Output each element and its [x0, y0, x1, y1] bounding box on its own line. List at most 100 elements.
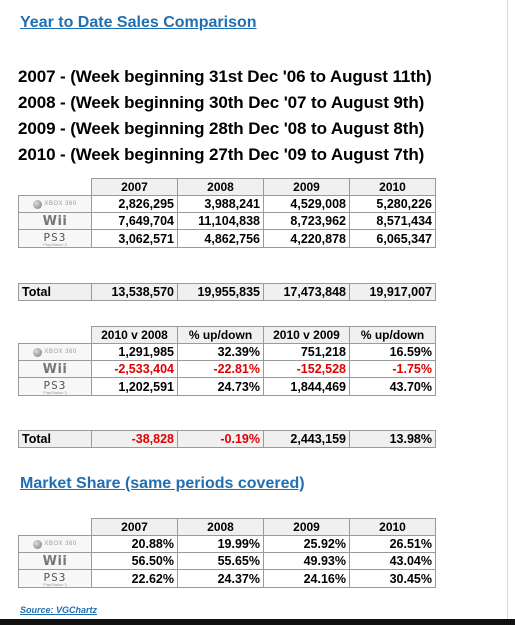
sales-header-row: 2007 2008 2009 2010: [19, 178, 436, 196]
table-cell: -152,528: [263, 360, 350, 378]
table-cell: -1.75%: [349, 360, 436, 378]
page-edge-divider: [507, 0, 508, 619]
table-cell: 1,844,469: [263, 377, 350, 396]
period-list: 2007 - (Week beginning 31st Dec '06 to A…: [18, 64, 432, 168]
sales-header-cell: 2010: [349, 178, 436, 196]
total-cell: 17,473,848: [263, 283, 350, 301]
period-2007: 2007 - (Week beginning 31st Dec '06 to A…: [18, 67, 432, 86]
change-row-wii: Wii -2,533,404 -22.81% -152,528 -1.75%: [18, 360, 436, 378]
table-cell: 24.73%: [177, 377, 264, 396]
change-header-cell: 2010 v 2008: [91, 326, 178, 344]
change-header-row: 2010 v 2008 % up/down 2010 v 2009 % up/d…: [19, 326, 436, 344]
period-2008: 2008 - (Week beginning 30th Dec '07 to A…: [18, 93, 425, 112]
table-cell: 2,826,295: [91, 195, 178, 213]
share-header-cell: 2009: [263, 518, 350, 536]
ps3-logo: PS3 PlayStation 3: [18, 377, 92, 396]
change-header-cell: % up/down: [177, 326, 264, 344]
corner-cell: [19, 327, 92, 344]
table-cell: 4,220,878: [263, 229, 350, 248]
table-cell: 751,218: [263, 343, 350, 361]
table-cell: 49.93%: [263, 552, 350, 570]
ps3-logo: PS3 PlayStation 3: [18, 569, 92, 588]
table-cell: 25.92%: [263, 535, 350, 553]
xbox-orb-icon: [33, 199, 43, 209]
total-cell: 13,538,570: [91, 283, 178, 301]
change-total-table: Total -38,828 -0.19% 2,443,159 13.98%: [18, 430, 436, 448]
total-label: Total: [18, 283, 92, 301]
share-header-cell: 2008: [177, 518, 264, 536]
period-2010: 2010 - (Week beginning 27th Dec '09 to A…: [18, 145, 425, 164]
source-link[interactable]: Source: VGChartz: [20, 605, 98, 615]
change-table: 2010 v 2008 % up/down 2010 v 2009 % up/d…: [18, 326, 436, 396]
table-cell: 20.88%: [91, 535, 178, 553]
table-cell: 7,649,704: [91, 212, 178, 230]
table-cell: 1,202,591: [91, 377, 178, 396]
sales-header-cell: 2009: [263, 178, 350, 196]
wii-logo: Wii: [18, 212, 92, 230]
table-cell: 43.70%: [349, 377, 436, 396]
total-cell: -38,828: [91, 430, 178, 448]
sales-row-xbox360: XBOX 360 2,826,295 3,988,241 4,529,008 5…: [18, 195, 436, 213]
total-label: Total: [18, 430, 92, 448]
table-cell: 24.16%: [263, 569, 350, 588]
table-cell: 11,104,838: [177, 212, 264, 230]
corner-cell: [19, 519, 92, 536]
change-header-cell: 2010 v 2009: [263, 326, 350, 344]
change-total-row: Total -38,828 -0.19% 2,443,159 13.98%: [18, 430, 436, 448]
share-header-row: 2007 2008 2009 2010: [19, 518, 436, 536]
xbox-360-logo: XBOX 360: [18, 343, 92, 361]
table-cell: -2,533,404: [91, 360, 178, 378]
table-cell: 1,291,985: [91, 343, 178, 361]
xbox-360-logo: XBOX 360: [18, 535, 92, 553]
change-row-xbox360: XBOX 360 1,291,985 32.39% 751,218 16.59%: [18, 343, 436, 361]
sales-total-table: Total 13,538,570 19,955,835 17,473,848 1…: [18, 283, 436, 301]
table-cell: 22.62%: [91, 569, 178, 588]
share-row-wii: Wii 56.50% 55.65% 49.93% 43.04%: [18, 552, 436, 570]
sales-header-cell: 2008: [177, 178, 264, 196]
table-cell: -22.81%: [177, 360, 264, 378]
sales-header-cell: 2007: [91, 178, 178, 196]
table-cell: 6,065,347: [349, 229, 436, 248]
ps3-logo: PS3 PlayStation 3: [18, 229, 92, 248]
table-cell: 4,862,756: [177, 229, 264, 248]
table-cell: 4,529,008: [263, 195, 350, 213]
market-share-title: Market Share (same periods covered): [20, 475, 305, 492]
table-cell: 55.65%: [177, 552, 264, 570]
table-cell: 3,988,241: [177, 195, 264, 213]
share-header-cell: 2007: [91, 518, 178, 536]
total-cell: 2,443,159: [263, 430, 350, 448]
table-cell: 16.59%: [349, 343, 436, 361]
table-cell: 5,280,226: [349, 195, 436, 213]
total-cell: 19,917,007: [349, 283, 436, 301]
total-cell: -0.19%: [177, 430, 264, 448]
xbox-orb-icon: [33, 347, 43, 357]
bottom-bar: [0, 619, 515, 625]
period-2009: 2009 - (Week beginning 28th Dec '08 to A…: [18, 119, 425, 138]
table-cell: 24.37%: [177, 569, 264, 588]
table-cell: 43.04%: [349, 552, 436, 570]
total-cell: 19,955,835: [177, 283, 264, 301]
table-cell: 32.39%: [177, 343, 264, 361]
page-title: Year to Date Sales Comparison: [20, 14, 257, 31]
xbox-360-logo: XBOX 360: [18, 195, 92, 213]
table-cell: 8,571,434: [349, 212, 436, 230]
table-cell: 3,062,571: [91, 229, 178, 248]
market-share-table: 2007 2008 2009 2010 XBOX 360 20.88% 19.9…: [18, 518, 436, 588]
change-row-ps3: PS3 PlayStation 3 1,202,591 24.73% 1,844,…: [18, 377, 436, 396]
table-cell: 26.51%: [349, 535, 436, 553]
change-header-cell: % up/down: [349, 326, 436, 344]
corner-cell: [19, 179, 92, 196]
sales-table: 2007 2008 2009 2010 XBOX 360 2,826,295 3…: [18, 178, 436, 248]
share-header-cell: 2010: [349, 518, 436, 536]
table-cell: 8,723,962: [263, 212, 350, 230]
table-cell: 19.99%: [177, 535, 264, 553]
xbox-orb-icon: [33, 539, 43, 549]
table-cell: 56.50%: [91, 552, 178, 570]
wii-logo: Wii: [18, 360, 92, 378]
sales-row-wii: Wii 7,649,704 11,104,838 8,723,962 8,571…: [18, 212, 436, 230]
total-cell: 13.98%: [349, 430, 436, 448]
share-row-ps3: PS3 PlayStation 3 22.62% 24.37% 24.16% 30…: [18, 569, 436, 588]
sales-total-row: Total 13,538,570 19,955,835 17,473,848 1…: [18, 283, 436, 301]
sales-row-ps3: PS3 PlayStation 3 3,062,571 4,862,756 4,2…: [18, 229, 436, 248]
wii-logo: Wii: [18, 552, 92, 570]
